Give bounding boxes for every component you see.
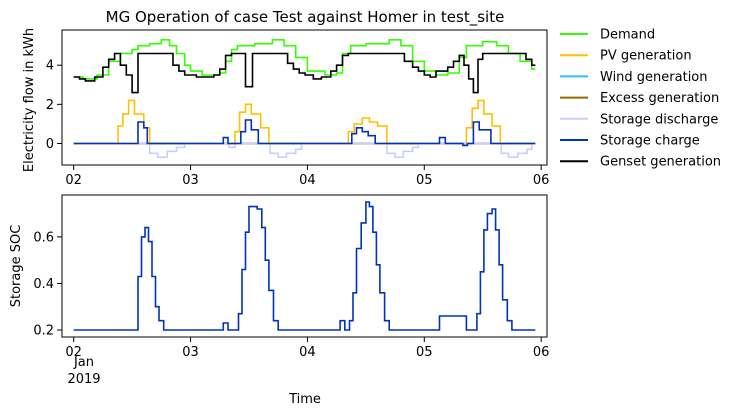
x-axis-label: Time (288, 392, 321, 407)
flow-series-storage-discharge (73, 142, 536, 158)
soc-x-tick-label: 06 (533, 345, 550, 360)
chart-title: MG Operation of case Test against Homer … (106, 8, 505, 27)
soc-y-tick-label: 0.4 (33, 277, 54, 292)
flow-series-lines (73, 39, 536, 158)
flow-series-demand (73, 39, 536, 80)
flow-y-tick-label: 4 (46, 59, 54, 74)
soc-plot-frame (61, 194, 548, 338)
soc-x-tick-label: 04 (299, 345, 316, 360)
soc-ticks: 02 03 04 05 06 0.2 0.4 0.6 (33, 230, 549, 360)
flow-x-tick-label: 05 (416, 173, 433, 188)
date-month-label: Jan (73, 355, 94, 370)
soc-axes: 02 03 04 05 06 0.2 0.4 0.6 Storage SOC (9, 194, 549, 360)
flow-series-storage-charge (73, 119, 536, 147)
flow-x-tick-label: 04 (299, 173, 316, 188)
legend-label-storage-charge: Storage charge (600, 134, 700, 149)
flow-series-genset-generation (73, 52, 536, 94)
soc-x-tick-label: 05 (416, 345, 433, 360)
legend-label-excess-generation: Excess generation (600, 91, 719, 106)
date-year-label: 2019 (67, 372, 100, 387)
soc-x-tick-label: 02 (65, 345, 82, 360)
legend-label-genset-generation: Genset generation (600, 155, 721, 170)
flow-x-tick-label: 06 (533, 173, 550, 188)
soc-series-lines (73, 201, 536, 331)
flow-x-tick-label: 03 (182, 173, 199, 188)
legend: Demand PV generation Wind generation Excess… (560, 28, 721, 170)
legend-label-wind-generation: Wind generation (600, 70, 708, 85)
flow-x-tick-label: 02 (65, 173, 82, 188)
legend-label-storage-discharge: Storage discharge (600, 112, 718, 127)
soc-y-axis-label: Storage SOC (9, 225, 24, 308)
soc-y-tick-label: 0.2 (33, 324, 54, 339)
soc-x-tick-label: 03 (182, 345, 199, 360)
soc-y-tick-label: 0.6 (33, 230, 54, 245)
legend-label-demand: Demand (600, 28, 655, 43)
soc-series-storage-charge (73, 201, 536, 331)
legend-label-pv-generation: PV generation (600, 49, 692, 64)
flow-y-axis-label: Electricity flow in kWh (22, 28, 37, 172)
flow-y-tick-label: 0 (46, 137, 54, 152)
flow-y-tick-label: 2 (46, 98, 54, 113)
flow-plot-frame (61, 29, 548, 166)
